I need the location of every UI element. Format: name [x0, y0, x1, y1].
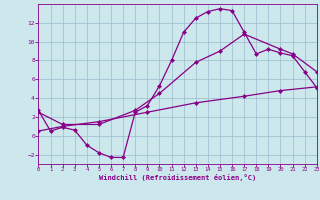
X-axis label: Windchill (Refroidissement éolien,°C): Windchill (Refroidissement éolien,°C) [99, 174, 256, 181]
